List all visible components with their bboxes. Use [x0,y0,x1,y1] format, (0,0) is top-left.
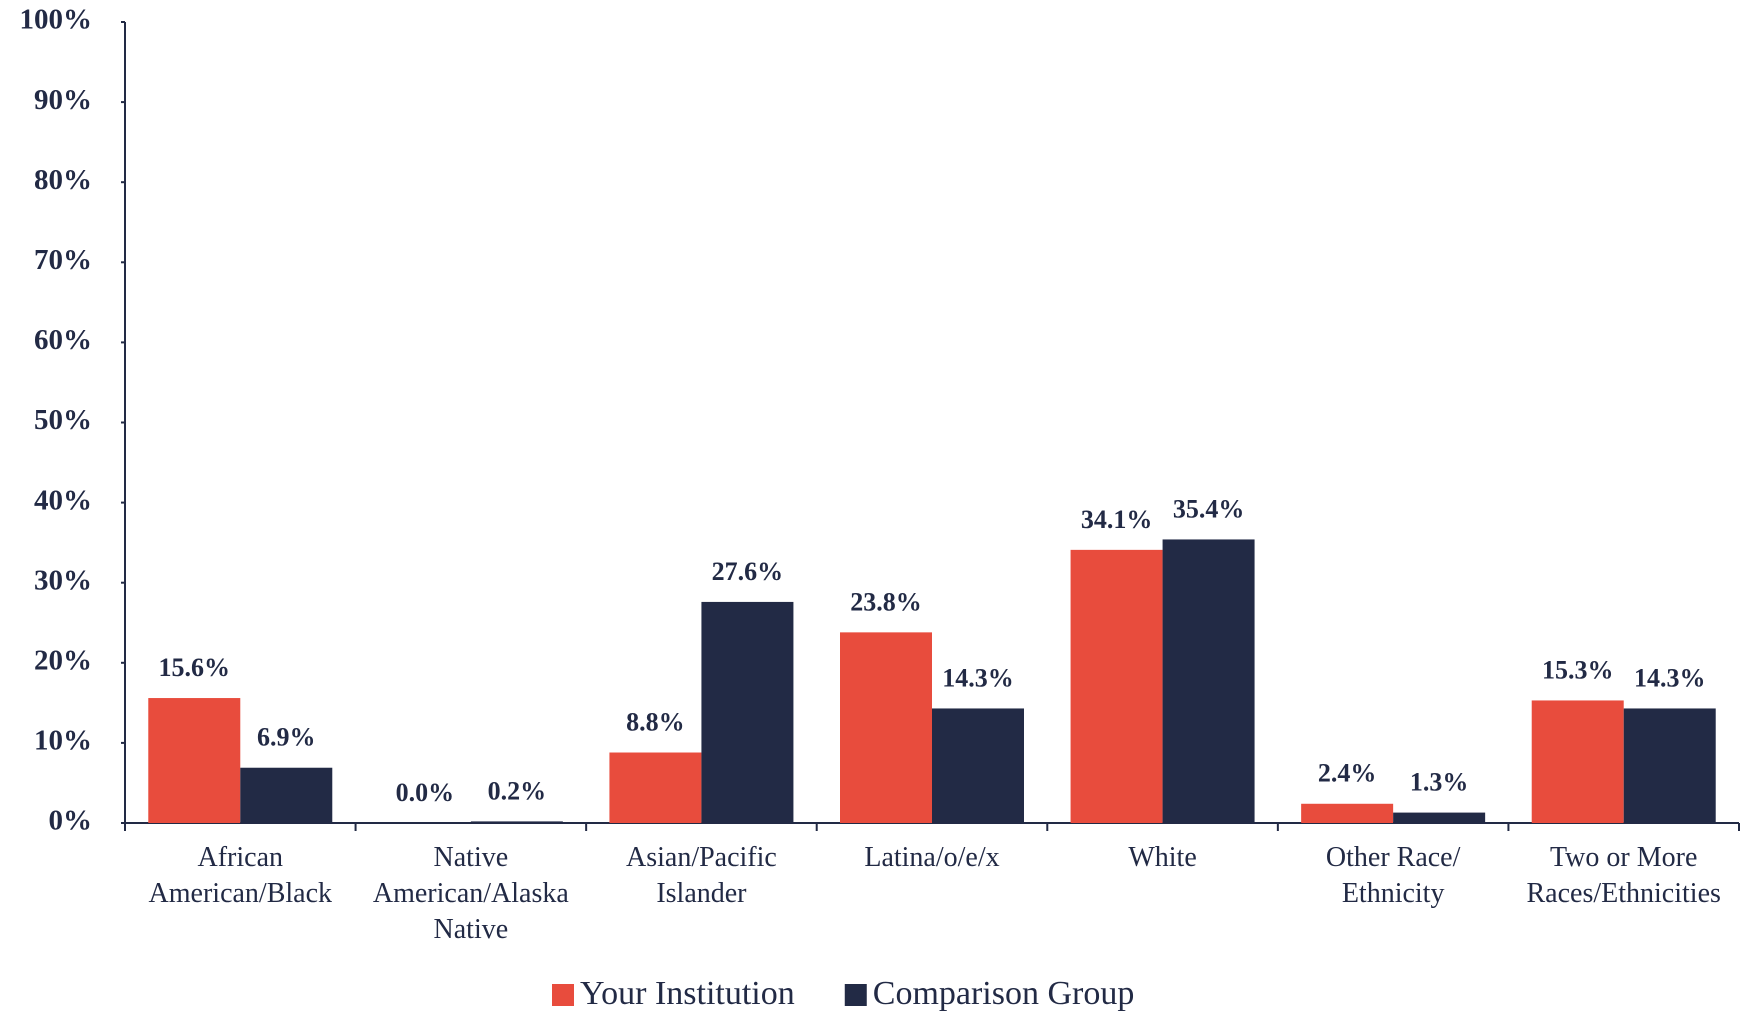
value-label: 15.3% [1542,655,1614,684]
value-label: 6.9% [257,723,316,752]
x-tick-label: White [1128,842,1197,873]
y-tick-label: 100% [20,4,93,36]
value-label: 14.3% [942,663,1014,692]
y-tick-label: 0% [49,805,93,837]
y-tick-label: 20% [34,644,92,676]
y-tick-label: 90% [34,84,92,116]
x-tick-label: Asian/Pacific Islander [626,842,777,909]
y-tick-label: 70% [34,244,92,276]
bar [470,821,563,823]
legend-swatch [844,984,867,1006]
bar [148,698,241,823]
y-tick-label: 40% [34,484,92,516]
value-label: 27.6% [712,557,784,586]
value-label: 35.4% [1173,494,1245,523]
value-label: 14.3% [1634,663,1706,692]
bar [1162,539,1255,823]
bar [1301,803,1394,823]
value-label: 1.3% [1410,768,1469,797]
value-label: 23.8% [850,587,922,616]
x-tick-label: Two or More Races/Ethnicities [1526,842,1721,909]
value-label: 2.4% [1318,759,1377,788]
bar [1070,549,1163,823]
value-label: 8.8% [626,707,685,736]
bar [1393,812,1486,823]
bar [840,632,932,823]
value-label: 34.1% [1081,505,1153,534]
bar [609,752,702,823]
y-tick-label: 30% [34,564,92,596]
value-label: 0.2% [488,776,547,805]
bar [1623,708,1716,823]
bar [240,767,333,823]
bar [1531,700,1624,823]
bar [701,601,794,823]
value-label: 0.0% [396,778,455,807]
x-tick-label: Latina/o/e/x [864,842,1000,873]
value-label: 15.6% [159,653,231,682]
y-tick-label: 50% [34,404,92,436]
x-tick-label: Native American/Alaska Native [372,842,569,945]
legend-label: Your Institution [580,975,795,1012]
legend-swatch [552,984,574,1006]
y-tick-label: 60% [34,324,92,356]
x-tick-label: Other Race/ Ethnicity [1325,842,1461,909]
x-tick-label: African American/Black [148,842,333,909]
y-tick-label: 80% [34,164,92,196]
legend-label: Comparison Group [873,975,1135,1012]
y-tick-label: 10% [34,725,92,757]
bar [932,708,1024,823]
